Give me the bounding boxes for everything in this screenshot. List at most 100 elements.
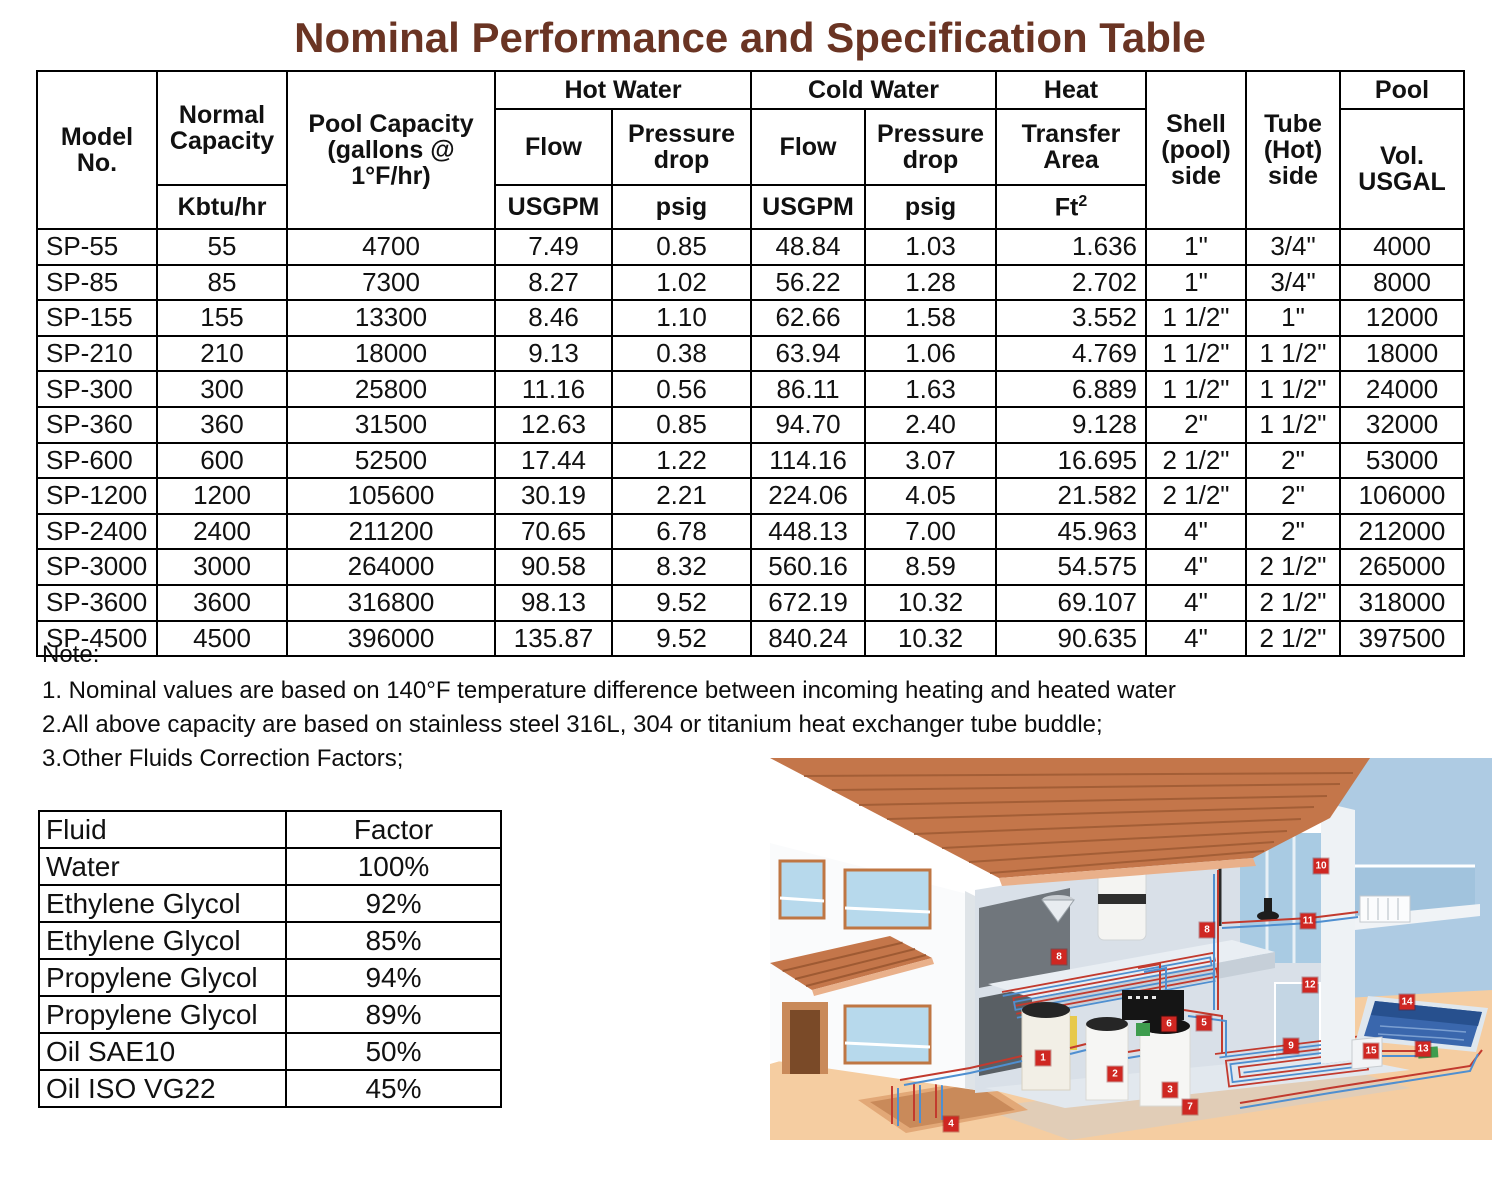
- spec-cell: 3.07: [864, 441, 998, 480]
- spec-cell: 318000: [1339, 583, 1466, 622]
- illustration-marker: 7: [1182, 1099, 1198, 1115]
- illustration-marker: 11: [1300, 913, 1316, 929]
- spec-cell: 10.32: [864, 619, 998, 658]
- spec-cell: SP-600: [36, 441, 158, 480]
- spec-cell: 1": [1245, 299, 1342, 337]
- note-line-1: 1. Nominal values are based on 140°F tem…: [42, 677, 1176, 704]
- spec-cell: 86.11: [750, 370, 867, 408]
- spec-table-row: SP-85 85 7300 8.27 1.02 56.22 1.28 2.702 1" 3/4" 8…: [36, 263, 1466, 302]
- spec-cell: 98.13: [494, 583, 613, 622]
- spec-cell: 4": [1145, 619, 1248, 658]
- factor-cell: 94%: [285, 958, 502, 997]
- interior-cutaway: [975, 823, 1410, 1108]
- spec-cell: 55: [156, 228, 288, 266]
- spec-cell: 8.27: [494, 263, 613, 302]
- spec-cell: SP-360: [36, 405, 158, 444]
- spec-cell: 7.49: [494, 228, 613, 266]
- spec-cell: 18000: [1339, 334, 1466, 373]
- entrance: [782, 1002, 828, 1074]
- spec-cell: 600: [156, 441, 288, 480]
- spec-cell: 397500: [1339, 619, 1466, 658]
- spec-cell: 69.107: [995, 583, 1148, 622]
- spec-cell: 2": [1245, 441, 1342, 480]
- spec-cell: 4": [1145, 583, 1248, 622]
- spec-cell: 6.78: [610, 512, 753, 551]
- fluid-correction-table: Fluid Factor Water 100% Ethylene Glycol 92%…: [38, 810, 502, 1108]
- spec-table-row: SP-1200 1200 105600 30.19 2.21 224.06 4.05 21.5…: [36, 477, 1466, 515]
- spec-cell: 6.889: [995, 370, 1148, 408]
- spec-table-row: SP-210 210 18000 9.13 0.38 63.94 1.06 4.769 1 1/…: [36, 334, 1466, 373]
- spec-table-row: SP-4500 4500 396000 135.87 9.52 840.24 10.32 90…: [36, 619, 1466, 658]
- spec-cell: 560.16: [750, 548, 867, 586]
- illustration-marker: 8: [1051, 949, 1067, 965]
- illustration-marker: 14: [1399, 994, 1415, 1010]
- spec-cell: SP-1200: [36, 477, 158, 515]
- spec-cell: 11.16: [494, 370, 613, 408]
- illustration-marker: 3: [1162, 1082, 1178, 1098]
- col-header-cold-flow: Flow: [750, 108, 867, 186]
- col-header-heat-transfer-area: Transfer Area: [995, 108, 1148, 186]
- spec-cell: 114.16: [750, 441, 867, 480]
- window: [843, 1004, 932, 1065]
- spec-cell: 2": [1145, 405, 1248, 444]
- col-header-normal-capacity: Normal Capacity: [156, 70, 288, 186]
- spec-table: Model No. Normal Capacity Pool Capacity …: [36, 70, 1466, 658]
- spec-cell: 4.769: [995, 334, 1148, 373]
- spec-table-row: SP-600 600 52500 17.44 1.22 114.16 3.07 16.695 2…: [36, 441, 1466, 480]
- spec-cell: SP-2400: [36, 512, 158, 551]
- col-header-hot-flow: Flow: [494, 108, 613, 186]
- spec-cell: 155: [156, 299, 288, 337]
- spec-table-body: SP-55 55 4700 7.49 0.85 48.84 1.03 1.636 1" 3/4" 4…: [36, 228, 1466, 658]
- spec-cell: 2 1/2": [1245, 619, 1342, 658]
- col-header-model: Model No.: [36, 70, 158, 230]
- spec-cell: 7300: [286, 263, 496, 302]
- spec-cell: 54.575: [995, 548, 1148, 586]
- spec-cell: 4500: [156, 619, 288, 658]
- spec-cell: 3000: [156, 548, 288, 586]
- fluid-name-cell: Oil ISO VG22: [38, 1069, 287, 1108]
- factor-cell: 92%: [285, 884, 502, 923]
- spec-table-row: SP-360 360 31500 12.63 0.85 94.70 2.40 9.128 2" 1…: [36, 405, 1466, 444]
- spec-cell: 396000: [286, 619, 496, 658]
- spec-cell: 300: [156, 370, 288, 408]
- window: [843, 868, 932, 930]
- spec-cell: 4": [1145, 512, 1248, 551]
- spec-cell: 4.05: [864, 477, 998, 515]
- spec-cell: 211200: [286, 512, 496, 551]
- group-header-heat: Heat: [995, 70, 1148, 110]
- col-header-pool-vol: Vol. USGAL: [1339, 108, 1466, 230]
- spec-cell: 8.59: [864, 548, 998, 586]
- spec-cell: 48.84: [750, 228, 867, 266]
- illustration-marker: 1: [1035, 1050, 1051, 1066]
- fluid-table-row: Oil SAE10 50%: [38, 1032, 502, 1071]
- spec-cell: 9.13: [494, 334, 613, 373]
- toilet: [1257, 898, 1279, 921]
- spec-cell: 32000: [1339, 405, 1466, 444]
- fluid-name-cell: Ethylene Glycol: [38, 884, 287, 923]
- factor-cell: 45%: [285, 1069, 502, 1108]
- col-header-hot-pressure-drop: Pressure drop: [610, 108, 753, 186]
- spec-cell: 10.32: [864, 583, 998, 622]
- spec-cell: SP-210: [36, 334, 158, 373]
- spec-cell: 7.00: [864, 512, 998, 551]
- spec-cell: 21.582: [995, 477, 1148, 515]
- spec-cell: 0.85: [610, 405, 753, 444]
- unit-hot-flow: USGPM: [494, 184, 613, 230]
- spec-cell: 2": [1245, 477, 1342, 515]
- spec-cell: SP-155: [36, 299, 158, 337]
- spec-cell: 8.32: [610, 548, 753, 586]
- spec-cell: 672.19: [750, 583, 867, 622]
- spec-cell: SP-85: [36, 263, 158, 302]
- swimming-pool: [1356, 996, 1488, 1052]
- spec-cell: 2.21: [610, 477, 753, 515]
- illustration-marker: 2: [1107, 1066, 1123, 1082]
- spec-cell: 62.66: [750, 299, 867, 337]
- col-header-shell-side: Shell (pool) side: [1145, 70, 1248, 230]
- spec-table-row: SP-55 55 4700 7.49 0.85 48.84 1.03 1.636 1" 3/4" 4…: [36, 228, 1466, 266]
- fluid-table-row: Ethylene Glycol 92%: [38, 884, 502, 923]
- spec-cell: 9.128: [995, 405, 1148, 444]
- factor-col-header: Factor: [285, 810, 502, 849]
- spec-cell: SP-300: [36, 370, 158, 408]
- spec-cell: 264000: [286, 548, 496, 586]
